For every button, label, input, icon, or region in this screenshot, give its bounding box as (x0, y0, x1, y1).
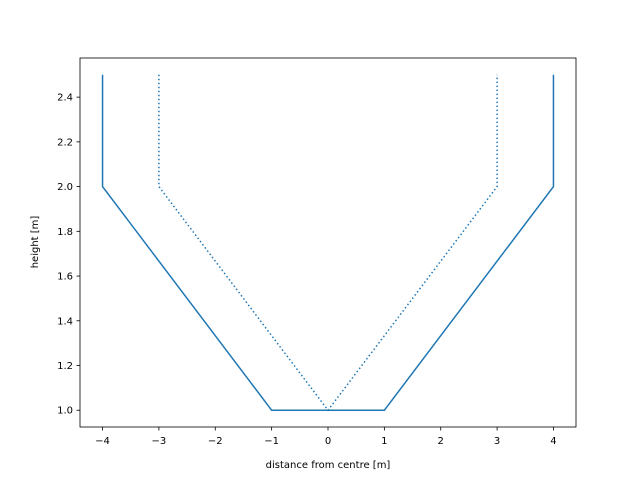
plot-frame (79, 57, 577, 428)
y-tick-label: 1.0 (57, 406, 73, 417)
y-tick-label: 2.2 (57, 137, 73, 148)
y-tick-label: 1.2 (57, 361, 73, 372)
x-tick-label: −3 (152, 436, 167, 447)
line-series (158, 74, 498, 412)
x-tick-label: 1 (381, 436, 387, 447)
x-axis-label: distance from centre [m] (266, 460, 391, 471)
y-tick-label: 2.4 (57, 93, 73, 104)
y-tick-label: 1.4 (57, 316, 73, 327)
x-tick-label: 4 (550, 436, 556, 447)
x-tick-label: 3 (494, 436, 500, 447)
x-tick-label: −4 (95, 436, 110, 447)
y-axis-label: height [m] (30, 216, 41, 269)
y-tick-label: 2.0 (57, 182, 73, 193)
x-tick-label: −1 (264, 436, 279, 447)
y-tick-label: 1.8 (57, 227, 73, 238)
y-tick-label: 1.6 (57, 272, 73, 283)
x-tick-label: −2 (208, 436, 223, 447)
x-tick-label: 2 (438, 436, 444, 447)
x-tick-label: 0 (325, 436, 331, 447)
